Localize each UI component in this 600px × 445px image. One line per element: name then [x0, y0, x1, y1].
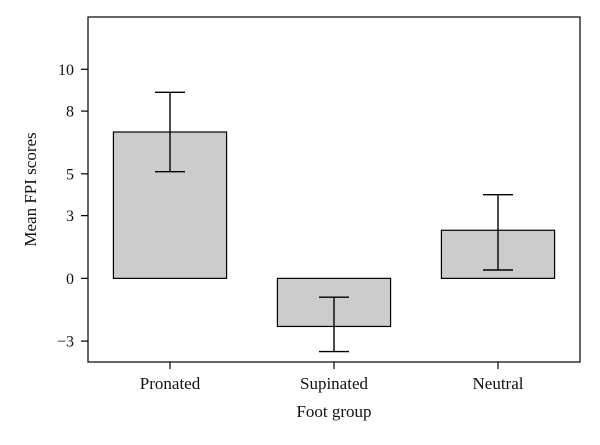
y-tick-label-3: 5: [66, 166, 74, 183]
x-axis-title: Foot group: [296, 402, 371, 421]
y-tick-label-1: 0: [66, 271, 74, 288]
error-bar-pronated: [155, 91, 185, 173]
y-tick-label-2: 3: [66, 208, 74, 225]
y-axis-title: Mean FPI scores: [21, 132, 40, 246]
error-bars: [155, 91, 513, 353]
y-axis: −3 0 3 5 8 10: [57, 62, 88, 351]
y-tick-label-5: 10: [58, 62, 74, 79]
category-label-supinated: Supinated: [300, 374, 368, 393]
x-axis: Pronated Supinated Neutral: [140, 362, 524, 393]
error-bar-neutral: [483, 194, 513, 271]
category-label-neutral: Neutral: [473, 374, 524, 393]
error-bar-supinated: [319, 296, 349, 353]
category-label-pronated: Pronated: [140, 374, 201, 393]
y-tick-label-4: 8: [66, 104, 74, 121]
y-tick-label-0: −3: [57, 334, 74, 351]
